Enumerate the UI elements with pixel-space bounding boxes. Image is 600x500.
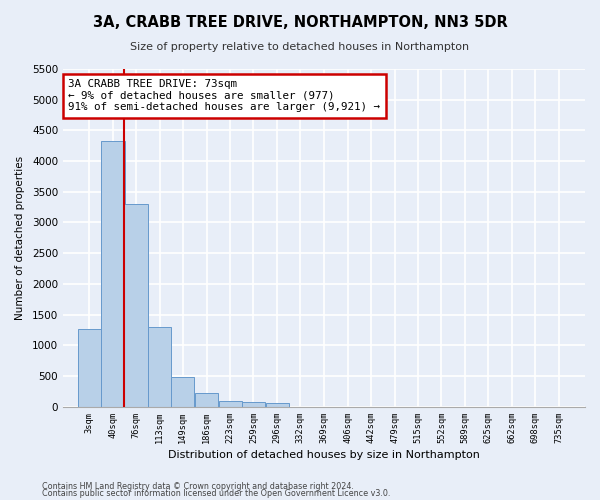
Bar (124, 204, 148, 406)
Y-axis label: Number of detached properties: Number of detached properties (15, 156, 25, 320)
Text: Contains public sector information licensed under the Open Government Licence v3: Contains public sector information licen… (42, 489, 391, 498)
Bar (148, 328, 172, 406)
Bar (266, 403, 289, 406)
Bar (77, 328, 101, 406)
Bar (101, 141, 125, 406)
X-axis label: Distribution of detached houses by size in Northampton: Distribution of detached houses by size … (168, 450, 480, 460)
Bar (171, 376, 194, 406)
Text: Contains HM Land Registry data © Crown copyright and database right 2024.: Contains HM Land Registry data © Crown c… (42, 482, 354, 491)
Text: 3A, CRABB TREE DRIVE, NORTHAMPTON, NN3 5DR: 3A, CRABB TREE DRIVE, NORTHAMPTON, NN3 5… (92, 15, 508, 30)
Bar (195, 393, 218, 406)
Bar (242, 402, 265, 406)
Text: 3A CRABB TREE DRIVE: 73sqm
← 9% of detached houses are smaller (977)
91% of semi: 3A CRABB TREE DRIVE: 73sqm ← 9% of detac… (68, 79, 380, 112)
Text: Size of property relative to detached houses in Northampton: Size of property relative to detached ho… (130, 42, 470, 52)
Bar (219, 400, 242, 406)
